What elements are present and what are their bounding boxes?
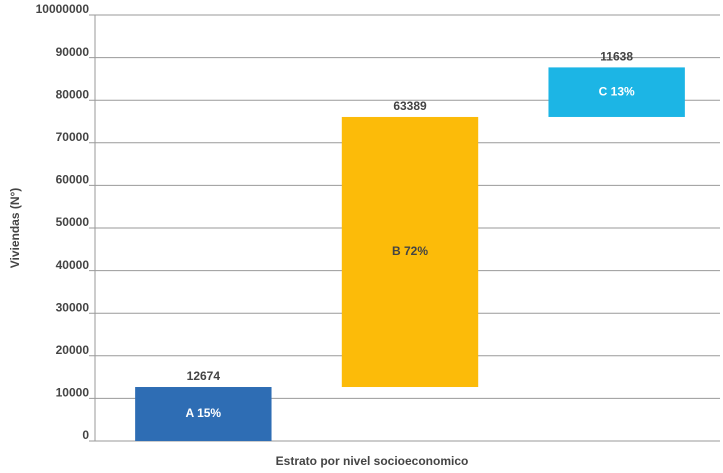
x-axis-label: Estrato por nivel socioeconomico xyxy=(276,454,469,468)
y-tick-label: 10000 xyxy=(56,386,90,400)
bar xyxy=(135,387,272,441)
y-tick-label: 0 xyxy=(82,428,89,442)
value-label: 11638 xyxy=(600,50,633,64)
value-label: 63389 xyxy=(393,99,427,113)
y-tick-label: 90000 xyxy=(56,45,90,59)
y-tick-label: 80000 xyxy=(56,87,90,101)
bar-label: C 13% xyxy=(599,84,635,98)
bar xyxy=(548,67,685,117)
y-tick-label: 40000 xyxy=(56,258,90,272)
y-tick-label: 60000 xyxy=(56,173,90,187)
value-label: 12674 xyxy=(187,369,221,383)
y-tick-label: 10000000 xyxy=(36,2,90,16)
y-axis-label: Viviendas (N°) xyxy=(8,188,22,269)
bar-label: B 72% xyxy=(392,244,428,258)
y-tick-label: 20000 xyxy=(56,343,90,357)
bar xyxy=(341,116,479,388)
y-tick-label: 50000 xyxy=(56,215,90,229)
y-tick-label: 30000 xyxy=(56,300,90,314)
y-tick-label: 70000 xyxy=(56,130,90,144)
bar-label: A 15% xyxy=(186,406,222,420)
